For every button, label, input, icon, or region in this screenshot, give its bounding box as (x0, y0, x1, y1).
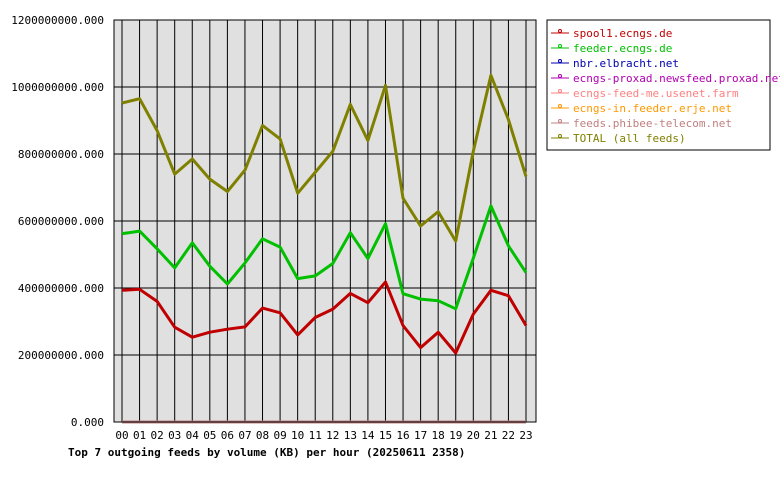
legend-swatch-marker (558, 119, 562, 123)
y-tick-label: 0.000 (71, 416, 104, 429)
x-tick-label: 22 (502, 429, 515, 442)
legend-entry: nbr.elbracht.net (573, 57, 679, 70)
x-tick-label: 08 (256, 429, 269, 442)
y-tick-label: 200000000.000 (18, 349, 104, 362)
y-tick-label: 600000000.000 (18, 215, 104, 228)
y-tick-label: 800000000.000 (18, 148, 104, 161)
legend-swatch-marker (558, 29, 562, 33)
legend: spool1.ecngs.de feeder.ecngs.de nbr.elbrac… (551, 27, 780, 145)
legend-swatch-marker (558, 44, 562, 48)
x-tick-label: 23 (519, 429, 532, 442)
legend-entry: feeder.ecngs.de (573, 42, 672, 55)
x-tick-label: 15 (379, 429, 392, 442)
series-line (121, 204, 528, 311)
x-tick-label: 18 (432, 429, 445, 442)
y-tick-label: 1200000000.000 (11, 14, 104, 27)
plot-border (113, 19, 537, 423)
x-tick-label: 00 (115, 429, 128, 442)
series-line (121, 280, 528, 355)
x-tick-label: 04 (186, 429, 200, 442)
legend-box (546, 19, 771, 151)
legend-swatch-marker (558, 59, 562, 63)
x-tick-label: 11 (309, 429, 322, 442)
y-tick-label: 400000000.000 (18, 282, 104, 295)
legend-entry: feeds.phibee-telecom.net (573, 117, 732, 130)
grid-lines (114, 20, 536, 422)
y-axis: 0.000 200000000.000 400000000.000 600000000… (11, 14, 104, 429)
x-tick-label: 10 (291, 429, 304, 442)
series-line (121, 73, 528, 243)
x-tick-label: 16 (396, 429, 409, 442)
legend-swatch-marker (558, 134, 562, 138)
legend-entry: TOTAL (all feeds) (573, 132, 686, 145)
legend-swatch-marker (558, 89, 562, 93)
chart-title: Top 7 outgoing feeds by volume (KB) per … (68, 446, 465, 459)
x-tick-label: 06 (221, 429, 234, 442)
x-tick-label: 01 (133, 429, 146, 442)
x-tick-label: 07 (238, 429, 251, 442)
x-tick-label: 02 (151, 429, 164, 442)
x-tick-label: 21 (484, 429, 497, 442)
x-tick-label: 14 (361, 429, 375, 442)
x-tick-label: 03 (168, 429, 181, 442)
x-tick-label: 17 (414, 429, 427, 442)
x-tick-label: 13 (344, 429, 357, 442)
y-tick-label: 1000000000.000 (11, 81, 104, 94)
legend-entry: spool1.ecngs.de (573, 27, 672, 40)
x-tick-label: 12 (326, 429, 339, 442)
legend-swatch-marker (558, 74, 562, 78)
x-tick-label: 19 (449, 429, 462, 442)
x-tick-label: 05 (203, 429, 216, 442)
legend-swatch-marker (558, 104, 562, 108)
legend-entry: ecngs-feed-me.usenet.farm (573, 87, 739, 100)
legend-entry: ecngs-proxad.newsfeed.proxad.net (573, 72, 780, 85)
x-tick-label: 20 (467, 429, 480, 442)
x-tick-label: 09 (273, 429, 286, 442)
x-axis: 00 01 02 03 04 05 06 07 08 09 10 11 12 13 14 15 16 17 18 19… (115, 429, 532, 442)
legend-entry: ecngs-in.feeder.erje.net (573, 102, 732, 115)
